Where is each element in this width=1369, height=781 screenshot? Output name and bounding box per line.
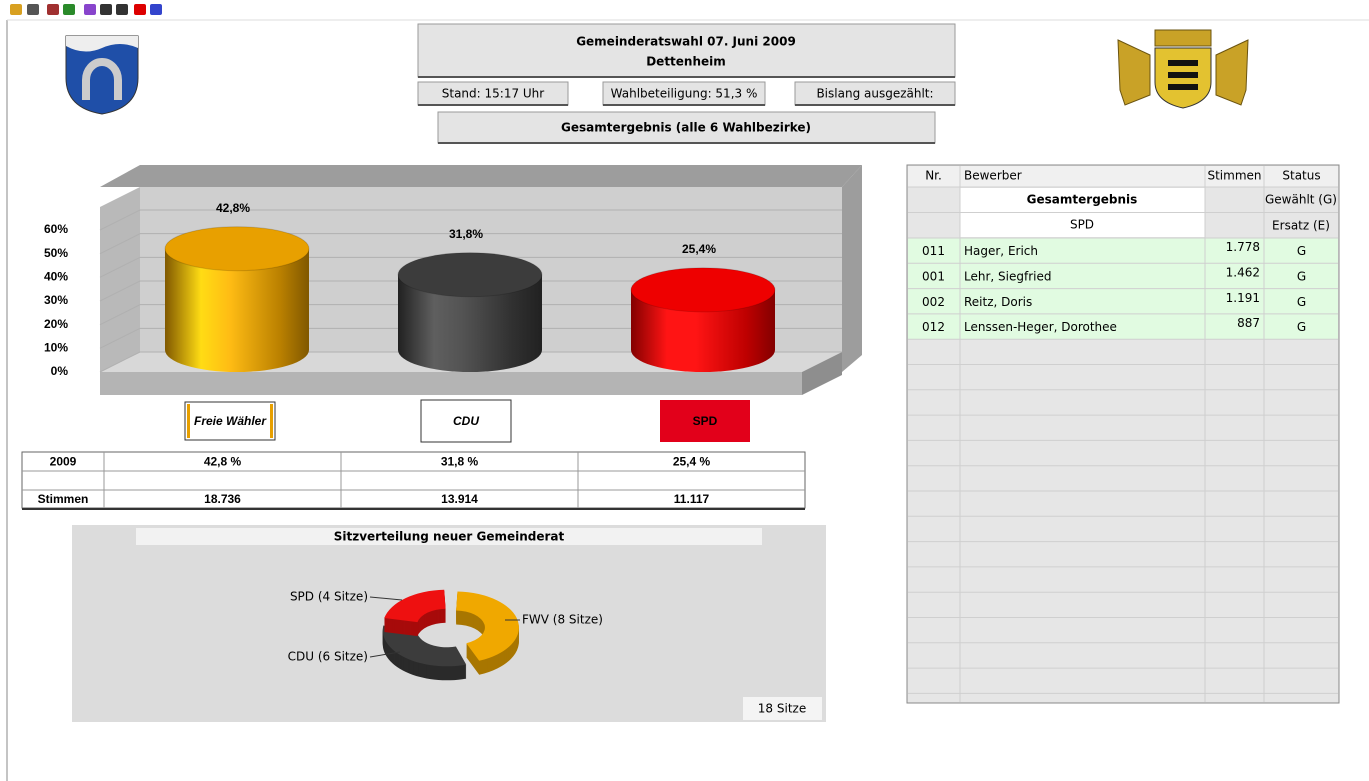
candidate-cell: G	[1297, 295, 1306, 309]
candidate-cell: 002	[922, 295, 945, 309]
party-logo-stripe	[187, 404, 190, 438]
candidate-cell: Hager, Erich	[964, 244, 1038, 258]
toolbar-button[interactable]	[47, 4, 59, 15]
donut-label: FWV (8 Sitze)	[522, 613, 603, 627]
turnout: Wahlbeteiligung: 51,3 %	[611, 87, 758, 101]
y-tick-label: 50%	[44, 246, 68, 260]
chart-floor-edge	[100, 372, 802, 395]
chart-top	[100, 165, 862, 187]
candidate-cell: G	[1297, 244, 1306, 258]
y-tick-label: 0%	[51, 364, 69, 378]
results-cell: 25,4 %	[673, 455, 711, 469]
results-cell: Stimmen	[38, 492, 89, 506]
toolbar-button[interactable]	[116, 4, 128, 15]
results-cell: 2009	[50, 455, 77, 469]
bar	[398, 253, 542, 372]
party-logo-text: CDU	[453, 414, 479, 428]
y-tick-label: 20%	[44, 317, 68, 331]
counted: Bislang ausgezählt:	[816, 87, 933, 101]
screen: Gemeinderatswahl 07. Juni 2009 Dettenheim…	[0, 0, 1369, 781]
results-cell: 18.736	[204, 492, 241, 506]
donut-label: CDU (6 Sitze)	[288, 650, 368, 664]
column-header: Nr.	[925, 169, 942, 183]
toolbar-button[interactable]	[63, 4, 75, 15]
candidate-cell: G	[1297, 269, 1306, 283]
y-tick-label: 10%	[44, 341, 68, 355]
chart-right-wall	[842, 165, 862, 372]
toolbar-button[interactable]	[134, 4, 146, 15]
candidate-cell: 1.462	[1226, 265, 1260, 279]
bar	[165, 227, 309, 372]
party-logo-text: SPD	[693, 414, 718, 428]
results-cell: 13.914	[441, 492, 478, 506]
column-header: Status	[1282, 169, 1320, 183]
candidate-cell: 012	[922, 320, 945, 334]
donut-label: SPD (4 Sitze)	[290, 590, 368, 604]
y-tick-label: 30%	[44, 293, 68, 307]
bar-top	[398, 253, 542, 297]
results-cell: 31,8 %	[441, 455, 479, 469]
party-logo-stripe	[270, 404, 273, 438]
status-time: Stand: 15:17 Uhr	[442, 87, 545, 101]
toolbar-button[interactable]	[27, 4, 39, 15]
title: Gemeinderatswahl 07. Juni 2009	[576, 35, 796, 49]
candidate-cell: Lenssen-Heger, Dorothee	[964, 320, 1117, 334]
party-name: SPD	[1070, 218, 1094, 232]
chart-left-wall	[100, 187, 140, 372]
seat-panel	[72, 525, 826, 722]
party-logo-text: Freie Wähler	[194, 414, 267, 428]
group-title: Gesamtergebnis	[1027, 193, 1138, 207]
bar	[631, 268, 775, 372]
status-legend: Ersatz (E)	[1272, 219, 1330, 233]
value-label: 42,8%	[216, 201, 250, 215]
toolbar-button[interactable]	[10, 4, 22, 15]
candidate-cell: 1.191	[1226, 291, 1260, 305]
y-tick-label: 40%	[44, 270, 68, 284]
municipality: Dettenheim	[646, 55, 726, 69]
candidate-cell: G	[1297, 320, 1306, 334]
y-tick-label: 60%	[44, 222, 68, 236]
toolbar-button[interactable]	[150, 4, 162, 15]
results-cell: 11.117	[674, 492, 710, 506]
column-header: Bewerber	[964, 169, 1022, 183]
toolbar-button[interactable]	[84, 4, 96, 15]
results-cell: 42,8 %	[204, 455, 242, 469]
candidate-cell: 001	[922, 269, 945, 283]
candidate-cell: 887	[1237, 316, 1260, 330]
state-arms-lion	[1168, 72, 1198, 78]
candidate-cell: 1.778	[1226, 240, 1260, 254]
header-box	[418, 24, 955, 77]
value-label: 31,8%	[449, 227, 483, 241]
candidate-cell: Lehr, Siegfried	[964, 269, 1051, 283]
toolbar-button[interactable]	[100, 4, 112, 15]
seat-title: Sitzverteilung neuer Gemeinderat	[334, 530, 565, 544]
bar-top	[631, 268, 775, 312]
scope: Gesamtergebnis (alle 6 Wahlbezirke)	[561, 121, 811, 135]
candidate-cell: Reitz, Doris	[964, 295, 1032, 309]
value-label: 25,4%	[682, 242, 716, 256]
status-legend: Gewählt (G)	[1265, 193, 1337, 207]
column-header: Stimmen	[1207, 169, 1261, 183]
state-arms-crown	[1155, 30, 1211, 46]
state-arms-lion	[1168, 60, 1198, 66]
bar-top	[165, 227, 309, 271]
state-arms-lion	[1168, 84, 1198, 90]
total-seats: 18 Sitze	[758, 702, 806, 716]
page: { "header": { "title": "Gemeinderatswahl…	[0, 0, 1369, 781]
candidate-cell: 011	[922, 244, 945, 258]
